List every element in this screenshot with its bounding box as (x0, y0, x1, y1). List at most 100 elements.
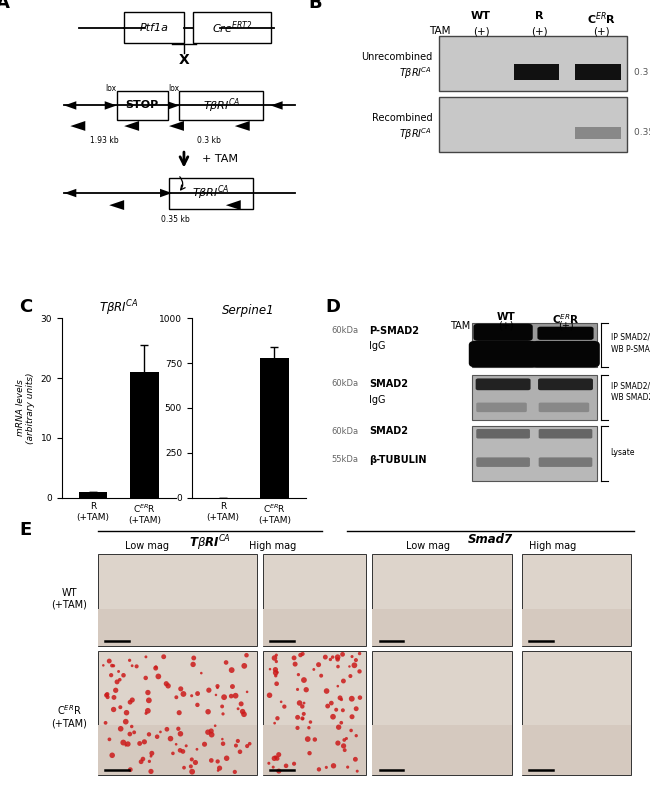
Point (328, 651, 338, 664)
Point (151, 661, 161, 674)
Point (339, 743, 350, 756)
Point (144, 694, 154, 707)
Point (192, 687, 203, 700)
Text: T$\beta$RI$^{CA}$: T$\beta$RI$^{CA}$ (189, 533, 231, 552)
Point (192, 699, 203, 712)
Point (159, 650, 169, 663)
Text: IP SMAD2/3: IP SMAD2/3 (611, 332, 650, 341)
Point (264, 757, 274, 770)
Point (313, 658, 324, 671)
Polygon shape (169, 121, 184, 131)
Point (206, 724, 216, 737)
Point (218, 708, 228, 720)
Text: (+): (+) (531, 26, 548, 37)
Text: T$\beta$RI$^{CA}$: T$\beta$RI$^{CA}$ (192, 184, 229, 202)
Point (106, 669, 116, 681)
Point (139, 736, 150, 748)
Point (350, 753, 361, 766)
Point (112, 676, 122, 689)
Text: 60kDa: 60kDa (332, 326, 359, 335)
Point (196, 667, 207, 680)
Point (346, 724, 356, 737)
Point (127, 720, 137, 733)
Point (231, 739, 241, 752)
Point (135, 737, 145, 750)
Text: WT: WT (471, 11, 491, 21)
Point (187, 689, 197, 702)
Point (343, 761, 353, 774)
Polygon shape (168, 101, 179, 110)
FancyBboxPatch shape (117, 92, 168, 119)
Text: WB P-SMAD2: WB P-SMAD2 (611, 345, 650, 353)
Polygon shape (226, 200, 240, 210)
Text: Unrecombined: Unrecombined (361, 53, 432, 62)
Polygon shape (270, 101, 283, 110)
Point (281, 759, 291, 772)
FancyBboxPatch shape (538, 326, 593, 340)
Point (292, 683, 303, 696)
Point (272, 712, 283, 724)
Point (152, 731, 162, 743)
Text: Cre$^{ERT2}$: Cre$^{ERT2}$ (211, 19, 252, 36)
Point (347, 710, 358, 723)
Point (186, 760, 196, 773)
Point (213, 755, 223, 768)
Point (333, 680, 343, 693)
Text: Low mag: Low mag (406, 541, 450, 551)
Point (351, 654, 361, 666)
Point (161, 677, 172, 690)
FancyBboxPatch shape (575, 64, 621, 80)
Point (103, 691, 113, 704)
Point (354, 665, 365, 677)
FancyBboxPatch shape (476, 458, 530, 467)
Point (301, 683, 311, 696)
Point (217, 700, 228, 712)
Point (271, 655, 281, 668)
Point (171, 738, 181, 751)
Point (269, 752, 280, 765)
Point (274, 765, 284, 778)
Point (236, 697, 246, 710)
FancyBboxPatch shape (372, 725, 512, 775)
Point (239, 708, 249, 720)
Text: E: E (20, 521, 32, 540)
Point (171, 691, 181, 704)
Point (146, 750, 156, 763)
Point (271, 649, 281, 661)
FancyBboxPatch shape (476, 429, 530, 439)
Point (165, 732, 176, 745)
Point (222, 752, 232, 765)
Point (131, 660, 142, 673)
Point (168, 747, 178, 759)
Point (177, 745, 188, 758)
Text: SMAD2: SMAD2 (369, 426, 408, 436)
Point (207, 728, 217, 741)
FancyBboxPatch shape (124, 12, 184, 43)
Point (326, 696, 337, 709)
Bar (260, 358, 289, 498)
Point (345, 669, 356, 682)
FancyBboxPatch shape (179, 92, 263, 119)
Point (144, 728, 154, 741)
Point (104, 654, 114, 667)
Point (140, 650, 151, 663)
Point (107, 749, 118, 762)
Polygon shape (160, 189, 172, 197)
Text: 55kDa: 55kDa (332, 455, 359, 464)
Point (309, 663, 319, 676)
FancyBboxPatch shape (98, 609, 257, 646)
FancyBboxPatch shape (538, 378, 593, 390)
Point (143, 686, 153, 699)
Point (221, 656, 231, 669)
Point (269, 716, 280, 729)
FancyBboxPatch shape (372, 651, 512, 775)
Point (333, 737, 343, 750)
Point (349, 659, 359, 672)
Point (229, 766, 240, 778)
Point (151, 661, 161, 673)
Point (179, 761, 189, 774)
Point (272, 666, 283, 679)
FancyBboxPatch shape (263, 554, 366, 646)
Text: High mag: High mag (248, 541, 296, 551)
Text: 0.35 kb: 0.35 kb (161, 215, 189, 224)
